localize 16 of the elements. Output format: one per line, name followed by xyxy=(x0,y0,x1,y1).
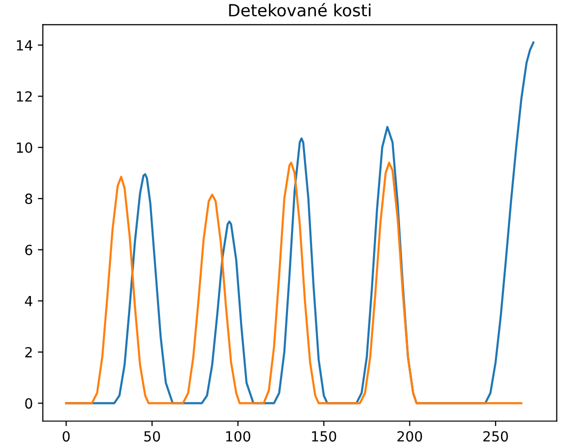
y-tick-label: 4 xyxy=(24,296,32,306)
x-tick-label: 100 xyxy=(226,431,250,442)
x-tick-label: 250 xyxy=(483,431,508,442)
x-tick-label: 50 xyxy=(144,431,160,442)
x-tick-label: 150 xyxy=(312,431,336,442)
chart-title: Detekované kosti xyxy=(229,2,370,17)
y-tick-label: 14 xyxy=(16,40,32,50)
x-tick-label: 200 xyxy=(397,431,422,442)
y-tick-label: 0 xyxy=(25,398,32,409)
x-tick-label: 0 xyxy=(62,431,70,442)
line-series xyxy=(65,162,522,404)
y-tick-label: 2 xyxy=(25,347,32,358)
y-tick-label: 10 xyxy=(16,142,32,153)
y-tick-label: 12 xyxy=(16,91,32,102)
y-tick-label: 8 xyxy=(25,194,32,204)
y-tick-label: 6 xyxy=(25,244,32,256)
